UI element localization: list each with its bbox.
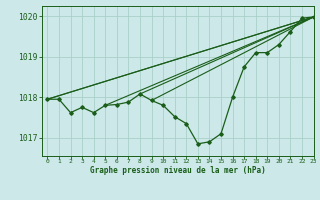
- X-axis label: Graphe pression niveau de la mer (hPa): Graphe pression niveau de la mer (hPa): [90, 166, 266, 175]
